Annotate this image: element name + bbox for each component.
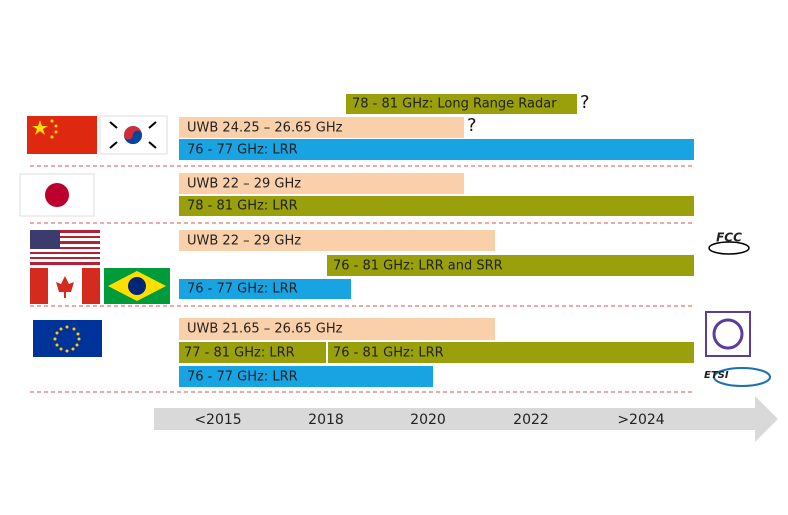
bar-label: 76 - 77 GHz: LRR xyxy=(187,370,298,385)
logo-text: ETSI xyxy=(704,370,729,381)
bar-label: 76 - 77 GHz: LRR xyxy=(187,143,298,158)
question-mark: ? xyxy=(580,92,590,113)
logo-cept xyxy=(705,311,751,357)
bar xyxy=(328,342,694,363)
logo-text: FCC xyxy=(716,231,742,245)
bar-label: UWB 21.65 – 26.65 GHz xyxy=(187,322,343,337)
bar-label: 76 - 81 GHz: LRR xyxy=(333,346,444,361)
bar-label: UWB 22 – 29 GHz xyxy=(187,234,301,249)
logo-etsi: ETSI xyxy=(704,367,771,387)
flag-china xyxy=(27,116,97,154)
bar-label: UWB 24.25 – 26.65 GHz xyxy=(187,121,343,136)
timeline-label: 2022 xyxy=(513,412,549,428)
logo-fcc: FCC xyxy=(706,228,752,256)
bar-label: 76 - 77 GHz: LRR xyxy=(187,282,298,297)
bar xyxy=(179,117,464,138)
bar xyxy=(327,255,694,276)
flag-eu xyxy=(33,320,102,357)
timeline-label: >2024 xyxy=(617,412,664,428)
bar-label: UWB 22 – 29 GHz xyxy=(187,177,301,192)
bar-label: 77 - 81 GHz: LRR xyxy=(184,346,295,361)
bar xyxy=(179,318,495,340)
bar-label: 78 - 81 GHz: Long Range Radar xyxy=(352,97,557,112)
bar xyxy=(179,230,495,251)
timeline-arrow xyxy=(154,396,778,442)
flag-japan xyxy=(19,173,95,217)
timeline-label: 2020 xyxy=(410,412,446,428)
timeline-label: 2018 xyxy=(308,412,344,428)
flag-usa xyxy=(30,230,100,265)
flag-brazil xyxy=(104,268,170,304)
bar-label: 78 - 81 GHz: LRR xyxy=(187,199,298,214)
timeline-label: <2015 xyxy=(194,412,241,428)
bar xyxy=(179,342,326,363)
bar xyxy=(179,366,433,387)
bar xyxy=(346,94,577,114)
flag-korea xyxy=(99,115,168,155)
bar xyxy=(179,279,351,299)
bar xyxy=(179,196,694,216)
question-mark: ? xyxy=(467,115,477,136)
bar xyxy=(179,139,694,160)
bar xyxy=(179,173,464,194)
bar-label: 76 - 81 GHz: LRR and SRR xyxy=(333,259,503,274)
flag-canada xyxy=(30,268,100,304)
